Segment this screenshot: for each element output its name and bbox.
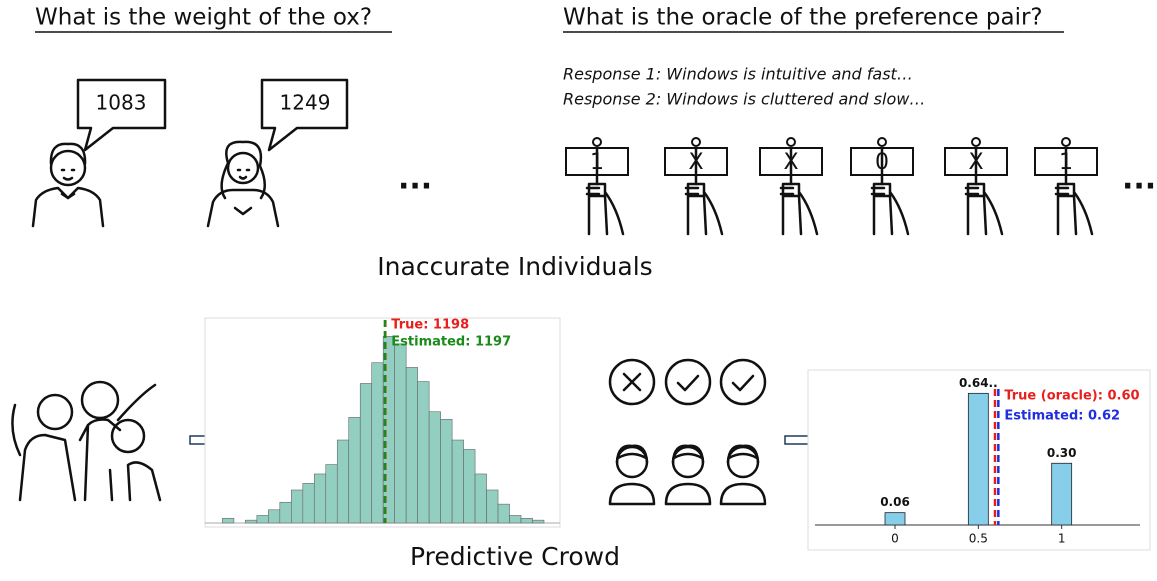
histogram-bar [325,464,338,524]
histogram-bar [336,439,350,524]
sign-loop [877,137,887,147]
sign-loop [786,137,796,147]
histogram-bar [451,439,464,524]
histogram-bar [417,381,430,524]
value-label: 0.64.. [959,376,998,390]
x-tick-label: 1 [1058,532,1066,546]
histogram-bar [279,501,292,524]
histogram-bar [497,503,510,524]
caption: Inaccurate Individuals [377,252,652,281]
sign-loop [971,137,981,147]
histogram-bar [371,362,384,524]
choice-icons [608,358,767,506]
reference-label: True: 1198 [391,318,469,333]
x-tick-label: 0.5 [969,532,988,546]
histogram-bar [463,449,476,524]
sign-row: 1XX0X1 [565,137,1098,236]
histogram-bar [405,367,418,524]
person-icon [206,140,280,228]
reference-label: True (oracle): 0.60 [1004,389,1139,404]
histogram-bar [486,489,499,524]
crowd-icon [11,380,162,502]
bar [1051,462,1073,526]
value-label: 0.06 [880,495,910,509]
x-tick-label: 0 [891,532,899,546]
guess: 1083 [96,91,147,115]
ellipsis: ... [398,162,432,197]
ellipsis: ... [1122,162,1156,197]
histogram-bar [359,383,373,524]
sign-loop [592,137,602,147]
histogram-bar [474,473,487,524]
reference-label: Estimated: 1197 [391,335,511,350]
histogram-bar [302,483,315,524]
histogram-bar [532,519,545,524]
histogram-bar [520,517,533,524]
speech-bubble [76,78,167,152]
response: Response 2: Windows is cluttered and slo… [563,90,925,109]
histogram-bar [291,489,304,524]
reference-label: Estimated: 0.62 [1004,409,1120,424]
heading: What is the oracle of the preference pai… [563,5,1043,31]
histogram-bar [509,515,522,524]
caption: Predictive Crowd [410,542,620,571]
histogram-bar [245,519,258,524]
bar [967,392,989,526]
sign-loop [1061,137,1071,147]
value-label: 0.30 [1047,446,1077,460]
plots: True: 1198 Estimated: 1197 0 0.5 1 0.06 0.64..… [205,318,1140,546]
bar [884,512,906,526]
sign-loop [691,137,701,147]
histogram-bar [313,473,327,524]
histogram-bar [428,411,441,524]
histogram-bar [256,515,269,524]
speech-bubble [260,78,349,152]
histogram-bar [394,343,407,524]
guess: 1249 [280,91,331,115]
person-icon [31,142,105,228]
histogram-bar [440,418,453,524]
response: Response 1: Windows is intuitive and fas… [563,65,913,84]
histogram-bar [222,517,235,524]
heading: What is the weight of the ox? [35,5,372,31]
histogram-bar [348,417,361,524]
histogram-bar [268,509,281,524]
